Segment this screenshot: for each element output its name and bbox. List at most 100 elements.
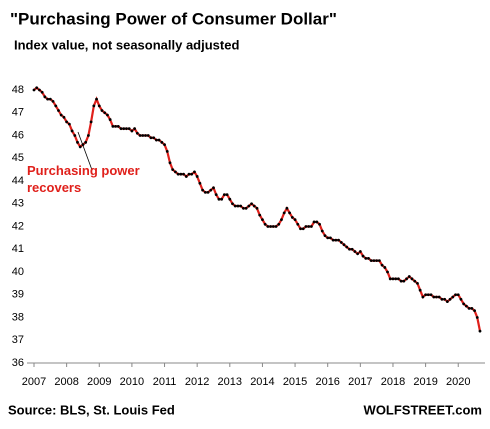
data-point bbox=[233, 204, 237, 208]
data-point bbox=[443, 297, 447, 301]
data-point bbox=[277, 222, 281, 226]
data-point bbox=[122, 127, 126, 131]
data-point bbox=[46, 97, 50, 101]
data-point bbox=[304, 225, 308, 228]
data-point bbox=[35, 86, 39, 90]
data-point bbox=[32, 88, 36, 92]
data-point bbox=[478, 329, 482, 333]
data-point bbox=[386, 270, 389, 274]
data-point bbox=[43, 95, 47, 99]
data-point bbox=[307, 225, 311, 228]
data-point bbox=[130, 129, 134, 133]
data-point bbox=[266, 225, 270, 228]
x-tick-label: 2009 bbox=[87, 376, 111, 388]
x-tick-label: 2019 bbox=[413, 376, 437, 388]
data-point bbox=[228, 197, 232, 201]
data-point bbox=[364, 256, 368, 260]
data-point bbox=[394, 277, 398, 281]
data-point bbox=[429, 293, 433, 297]
data-point bbox=[301, 227, 305, 231]
data-point bbox=[203, 190, 207, 194]
x-tick-label: 2010 bbox=[120, 376, 144, 388]
data-point bbox=[193, 170, 196, 174]
data-point bbox=[65, 120, 69, 124]
data-point bbox=[149, 136, 153, 140]
data-point bbox=[388, 277, 392, 281]
data-point bbox=[127, 127, 131, 131]
data-point bbox=[391, 277, 395, 281]
data-point bbox=[464, 304, 468, 308]
data-point bbox=[334, 238, 338, 242]
data-point bbox=[100, 109, 104, 112]
data-point bbox=[217, 197, 221, 201]
data-point bbox=[89, 120, 93, 124]
data-point bbox=[67, 122, 71, 126]
data-point bbox=[293, 218, 297, 222]
y-tick-label: 39 bbox=[12, 289, 24, 301]
data-point bbox=[318, 222, 321, 226]
data-point bbox=[312, 220, 316, 224]
data-point bbox=[116, 125, 120, 128]
data-point bbox=[282, 211, 286, 215]
data-point bbox=[258, 213, 262, 217]
data-point bbox=[440, 297, 444, 301]
data-point bbox=[70, 129, 74, 133]
data-point bbox=[280, 218, 283, 222]
data-point bbox=[57, 109, 60, 112]
data-point bbox=[358, 250, 362, 253]
data-point bbox=[165, 150, 169, 153]
data-point bbox=[416, 281, 419, 285]
data-point bbox=[190, 172, 194, 176]
data-point bbox=[418, 288, 422, 292]
data-point bbox=[361, 254, 365, 258]
data-point bbox=[78, 145, 82, 149]
data-point bbox=[236, 204, 240, 208]
data-point bbox=[383, 266, 387, 269]
data-point bbox=[146, 134, 150, 137]
data-point bbox=[467, 307, 471, 310]
x-tick-label: 2012 bbox=[185, 376, 209, 388]
y-tick-label: 42 bbox=[12, 220, 24, 232]
data-point bbox=[187, 172, 191, 176]
data-point bbox=[432, 295, 436, 299]
data-point bbox=[152, 136, 156, 140]
data-point bbox=[421, 295, 425, 299]
y-tick-label: 43 bbox=[12, 198, 24, 210]
data-point bbox=[345, 245, 349, 249]
data-point bbox=[252, 204, 256, 208]
data-point bbox=[405, 277, 408, 281]
data-point bbox=[309, 225, 313, 228]
data-point bbox=[111, 125, 115, 128]
data-point bbox=[220, 197, 224, 201]
data-point bbox=[451, 295, 455, 299]
data-point bbox=[95, 97, 98, 101]
brand: WOLFSTREET.com bbox=[364, 402, 482, 417]
data-point bbox=[97, 104, 101, 108]
data-point bbox=[182, 172, 185, 176]
data-point bbox=[375, 259, 379, 263]
data-point bbox=[86, 134, 90, 137]
data-point bbox=[184, 175, 188, 178]
data-point bbox=[454, 293, 457, 297]
data-point bbox=[247, 204, 251, 208]
data-point bbox=[410, 277, 414, 281]
data-point bbox=[176, 172, 180, 176]
data-point bbox=[40, 90, 44, 94]
data-point bbox=[54, 104, 58, 108]
data-point bbox=[475, 316, 479, 319]
data-point bbox=[209, 188, 213, 192]
y-tick-label: 36 bbox=[12, 357, 24, 369]
data-point bbox=[337, 238, 340, 242]
data-point bbox=[214, 193, 218, 197]
annotation: Purchasing power recovers bbox=[27, 163, 140, 195]
data-point bbox=[353, 250, 357, 253]
data-point bbox=[103, 111, 107, 115]
data-point bbox=[73, 134, 77, 137]
x-tick-label: 2015 bbox=[283, 376, 307, 388]
data-point bbox=[242, 206, 245, 210]
data-point bbox=[320, 229, 324, 233]
data-point bbox=[76, 140, 79, 144]
data-point bbox=[244, 206, 248, 210]
data-point bbox=[174, 170, 177, 174]
